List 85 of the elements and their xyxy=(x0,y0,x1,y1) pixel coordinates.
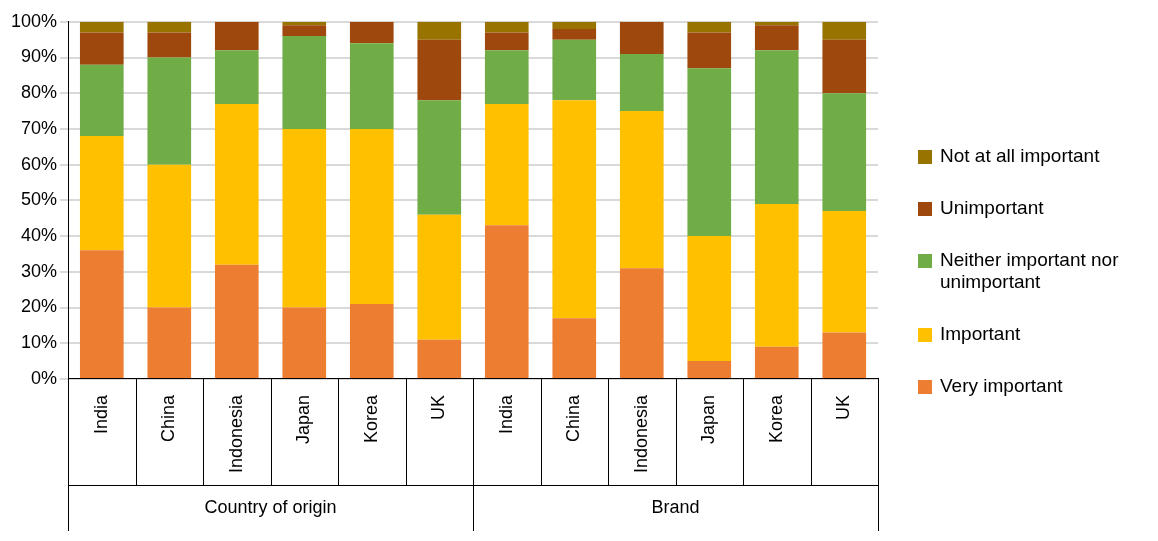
bar xyxy=(417,39,462,101)
y-tick-label: 60% xyxy=(21,153,58,174)
bar xyxy=(79,250,124,378)
y-tick-label: 90% xyxy=(21,46,58,67)
bar xyxy=(349,21,394,44)
bar xyxy=(619,268,664,378)
x-tick-label: Indonesia xyxy=(225,393,246,474)
bar xyxy=(822,332,867,378)
bar xyxy=(484,32,529,51)
y-tick-label: 10% xyxy=(21,332,58,353)
bar xyxy=(79,32,124,65)
y-tick-label: 50% xyxy=(21,189,58,210)
bar xyxy=(214,264,259,378)
text: Country of origin xyxy=(204,496,337,517)
bar xyxy=(484,50,529,104)
bar xyxy=(484,21,529,33)
bar xyxy=(417,100,462,215)
x-tick-label: Japan xyxy=(698,394,719,444)
bar xyxy=(147,32,192,58)
bar xyxy=(754,203,799,347)
bar xyxy=(349,303,394,378)
bar xyxy=(214,50,259,104)
y-tick-label: 0% xyxy=(31,367,58,388)
bar xyxy=(822,211,867,333)
bar xyxy=(282,36,327,129)
bar xyxy=(619,21,664,54)
legend-label: Neither important nor unimportant xyxy=(940,248,1120,293)
bar xyxy=(552,28,597,40)
y-tick-label: 20% xyxy=(21,296,58,317)
bar xyxy=(754,346,799,378)
x-tick-label: China xyxy=(563,393,584,442)
y-tick-label: 80% xyxy=(21,82,58,103)
y-tick-label: 40% xyxy=(21,225,58,246)
x-tick-label: UK xyxy=(428,394,449,420)
bar xyxy=(79,64,124,137)
y-tick-label: 30% xyxy=(21,260,58,281)
bar xyxy=(552,100,597,319)
bar xyxy=(147,57,192,165)
bar xyxy=(687,68,732,237)
bar xyxy=(349,43,394,129)
bar xyxy=(552,39,597,101)
x-tick-label: India xyxy=(90,393,111,434)
bar xyxy=(687,361,732,378)
x-tick-label: India xyxy=(495,393,516,434)
bar xyxy=(619,53,664,112)
bar xyxy=(619,111,664,269)
legend-label: Important xyxy=(940,322,1021,345)
bar xyxy=(484,225,529,378)
bar xyxy=(79,136,124,251)
bar xyxy=(147,307,192,378)
x-tick-label: UK xyxy=(833,394,854,420)
legend-label: Not at all important xyxy=(940,144,1100,167)
bar xyxy=(687,236,732,362)
x-tick-label: Korea xyxy=(360,393,381,443)
bar xyxy=(282,128,327,308)
bar xyxy=(822,93,867,212)
bar xyxy=(822,21,867,40)
text: Brand xyxy=(651,496,700,517)
bar xyxy=(822,39,867,94)
bar xyxy=(552,21,597,29)
bar xyxy=(349,128,394,304)
bar xyxy=(754,50,799,204)
x-tick-label: Indonesia xyxy=(630,393,651,474)
x-tick-label: Korea xyxy=(765,393,786,443)
x-tick-label: Japan xyxy=(293,394,314,444)
bar xyxy=(282,307,327,378)
x-tick-label: China xyxy=(158,393,179,442)
bar xyxy=(417,339,462,378)
legend-label: Unimportant xyxy=(940,196,1044,219)
bar xyxy=(214,103,259,265)
bar xyxy=(417,214,462,340)
bar xyxy=(552,318,597,378)
bar xyxy=(484,103,529,226)
bar xyxy=(147,21,192,33)
bar xyxy=(214,21,259,51)
bar xyxy=(687,32,732,69)
bar xyxy=(417,21,462,40)
bar xyxy=(79,21,124,33)
bar xyxy=(754,25,799,51)
y-tick-label: 100% xyxy=(10,10,58,31)
bar xyxy=(687,21,732,33)
bar xyxy=(147,164,192,308)
y-tick-label: 70% xyxy=(21,117,58,138)
legend-label: Very important xyxy=(940,374,1063,397)
bar xyxy=(282,25,327,37)
